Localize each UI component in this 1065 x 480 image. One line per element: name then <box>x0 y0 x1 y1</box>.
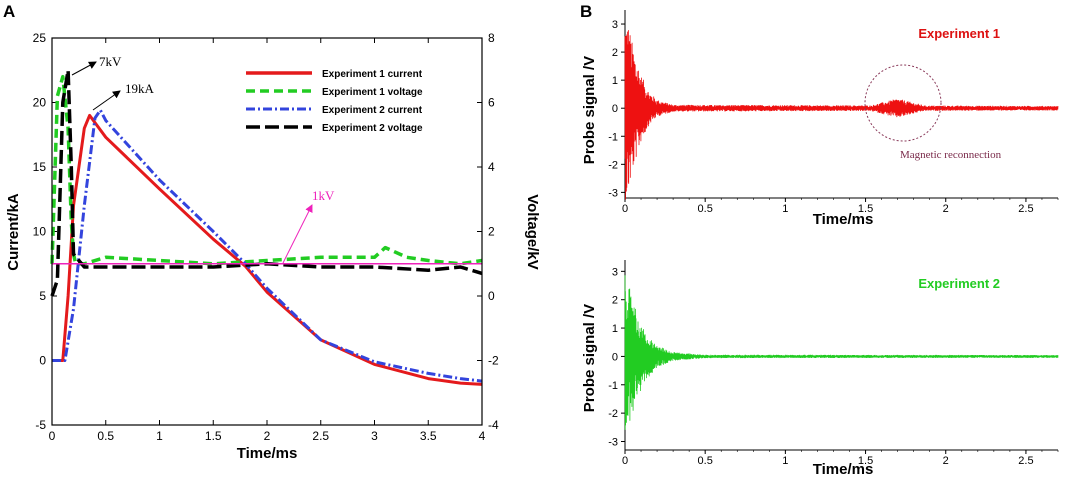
experiment-1-y-tick-label: 3 <box>612 19 618 31</box>
panel-a-y2-tick-label: -4 <box>488 418 499 432</box>
annotation-7kv: 7kV <box>71 54 122 76</box>
panel-a-x-tick-label: 1.5 <box>205 429 222 443</box>
panel-a-y2-tick-label: 8 <box>488 31 495 45</box>
panel-a-x-tick-label: 3.5 <box>420 429 437 443</box>
experiment-2-y-tick-label: -1 <box>608 380 618 392</box>
legend-label-exp1-current: Experiment 1 current <box>322 69 423 80</box>
panel-a-y-tick-label: 5 <box>39 289 46 303</box>
panel-b-experiment-1-chart: -3 -2 -1 0 1 2 3 0 0.5 1 1.5 2 2.5 Experiment 1 Magn… <box>581 10 1059 228</box>
annotation-1kv: 1kV <box>282 188 335 264</box>
experiment-1-y-tick-label: -1 <box>608 131 618 143</box>
experiment-2-x-tick-label: 0 <box>622 455 628 467</box>
experiment-2-y-tick-label: 1 <box>612 323 618 335</box>
experiment-2-x-axis-label: Time/ms <box>813 461 874 478</box>
experiment-1-y-tick-label: -3 <box>608 187 618 199</box>
legend-label-exp1-voltage: Experiment 1 voltage <box>322 87 423 98</box>
panel-a-y-tick-label: 25 <box>33 31 47 45</box>
experiment-1-x-tick-label: 0.5 <box>698 203 713 215</box>
panel-a-plot-frame <box>51 37 483 426</box>
panel-a-y2-tick-label: 2 <box>488 225 495 239</box>
series-exp1-current <box>52 113 483 386</box>
panel-a-legend: Experiment 1 current Experiment 1 voltag… <box>246 69 423 134</box>
probe-signal-experiment-1 <box>624 30 1059 200</box>
panel-a-y-tick-label: 20 <box>33 96 47 110</box>
experiment-1-x-tick-label: 1 <box>782 203 788 215</box>
experiment-2-y-tick-label: -2 <box>608 408 618 420</box>
panel-label-b: B <box>580 2 592 21</box>
panel-label-a: A <box>3 2 15 21</box>
panel-a-x-tick-label: 2.5 <box>312 429 329 443</box>
annotation-1kv-label: 1kV <box>312 188 335 203</box>
experiment-2-y-tick-label: 0 <box>612 351 618 363</box>
panel-a-y2-tick-label: 4 <box>488 160 495 174</box>
panel-a-x-tick-label: 3 <box>371 429 378 443</box>
experiment-1-y-tick-label: 1 <box>612 75 618 87</box>
experiment-1-x-tick-label: 2.5 <box>1018 203 1033 215</box>
probe-signal-experiment-2 <box>624 275 1059 430</box>
experiment-1-x-tick-label: 2 <box>943 203 949 215</box>
panel-a-y2-tick-label: 6 <box>488 96 495 110</box>
experiment-2-y-tick-label: 3 <box>612 266 618 278</box>
panel-a-x-tick-label: 2 <box>264 429 271 443</box>
experiment-2-title: Experiment 2 <box>918 276 1000 291</box>
panel-a-x-tick-label: 0 <box>49 429 56 443</box>
panel-a-y-tick-label: 0 <box>39 354 46 368</box>
experiment-1-title: Experiment 1 <box>918 26 1000 41</box>
experiment-2-x-tick-label: 0.5 <box>698 455 713 467</box>
annotation-19ka-label: 19kA <box>125 81 155 96</box>
experiment-2-y-tick-label: 2 <box>612 295 618 307</box>
experiment-1-x-tick-label: 0 <box>622 203 628 215</box>
panel-a-y-axis-label: Current/kA <box>5 193 22 271</box>
legend-label-exp2-voltage: Experiment 2 voltage <box>322 123 423 134</box>
panel-a-y2-axis-label: Voltage/kV <box>524 194 541 270</box>
annotation-7kv-label: 7kV <box>99 54 122 69</box>
experiment-2-y-tick-label: -3 <box>608 436 618 448</box>
panel-a-x-axis-label: Time/ms <box>237 445 298 462</box>
experiment-2-x-tick-label: 1.5 <box>858 455 873 467</box>
annotation-19ka: 19kA <box>92 81 155 111</box>
panel-a-y2-tick-label: -2 <box>488 354 499 368</box>
magnetic-reconnection-label: Magnetic reconnection <box>900 149 1002 161</box>
panel-a-x-tick-label: 4 <box>479 429 486 443</box>
experiment-1-y-axis-label: Probe signal /V <box>581 56 598 164</box>
magnetic-reconnection-circle <box>864 64 942 142</box>
panel-a-y2-tick-label: 0 <box>488 289 495 303</box>
panel-a-y-tick-label: 10 <box>33 225 47 239</box>
legend-label-exp2-current: Experiment 2 current <box>322 105 423 116</box>
experiment-1-y-tick-label: -2 <box>608 159 618 171</box>
panel-a-x-tick-label: 0.5 <box>97 429 114 443</box>
experiment-2-y-axis-label: Probe signal /V <box>581 304 598 412</box>
experiment-2-x-tick-label: 1 <box>782 455 788 467</box>
panel-b-experiment-2-chart: -3 -2 -1 0 1 2 3 0 0.5 1 1.5 2 2.5 Experiment 2 Prob… <box>581 260 1059 478</box>
series-exp1-voltage <box>50 74 483 266</box>
experiment-1-x-tick-label: 1.5 <box>858 203 873 215</box>
series-exp2-current <box>52 108 483 383</box>
panel-a-y-tick-label: -5 <box>35 418 46 432</box>
experiment-2-x-tick-label: 2 <box>943 455 949 467</box>
experiment-1-y-tick-label: 2 <box>612 47 618 59</box>
series-exp2-voltage <box>50 68 483 297</box>
experiment-1-x-axis-label: Time/ms <box>813 211 874 228</box>
experiment-2-x-tick-label: 2.5 <box>1018 455 1033 467</box>
panel-a-y-tick-label: 15 <box>33 160 47 174</box>
panel-a-x-tick-label: 1 <box>156 429 163 443</box>
experiment-1-y-tick-label: 0 <box>612 103 618 115</box>
